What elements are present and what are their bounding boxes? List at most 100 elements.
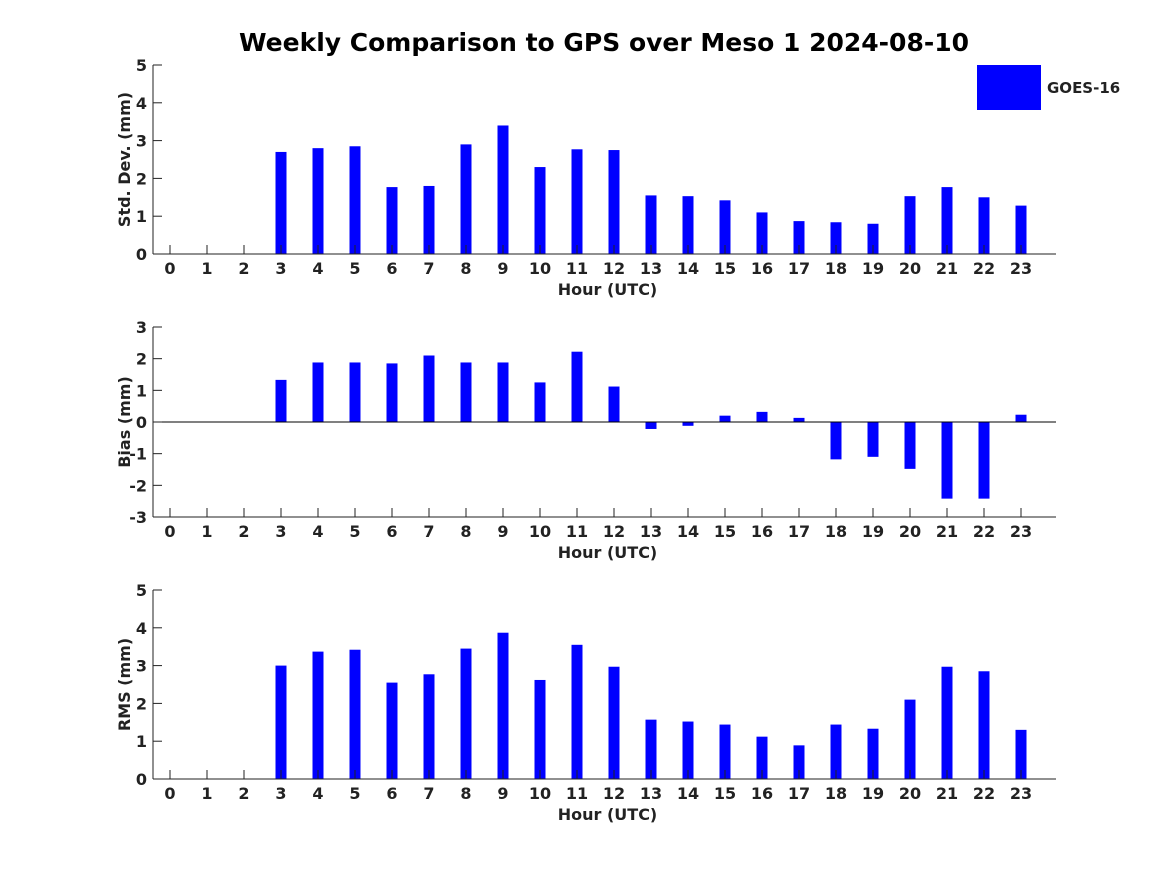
bar-rms-19 [867, 728, 879, 779]
x-tick-label: 0 [164, 259, 175, 278]
x-tick-label: 12 [603, 784, 625, 803]
bar-bias-8 [460, 362, 472, 422]
x-tick-label: 2 [238, 259, 249, 278]
bar-bias-11 [571, 351, 583, 422]
bar-rms-7 [423, 674, 435, 779]
bar-std-4 [312, 148, 324, 254]
x-tick-label: 2 [238, 784, 249, 803]
bar-rms-18 [830, 724, 842, 779]
bar-bias-7 [423, 355, 435, 422]
x-tick-label: 4 [312, 784, 323, 803]
x-tick-label: 8 [460, 522, 471, 541]
x-tick-label: 5 [349, 259, 360, 278]
bar-std-21 [941, 187, 953, 254]
bar-std-18 [830, 222, 842, 254]
bar-bias-10 [534, 382, 546, 422]
bar-rms-22 [978, 671, 990, 779]
y-axis-label: Bias (mm) [115, 376, 134, 468]
legend-label: GOES-16 [1047, 79, 1120, 97]
legend-swatch [977, 65, 1041, 110]
x-tick-label: 2 [238, 522, 249, 541]
y-tick-label: 4 [136, 619, 147, 638]
bar-bias-6 [386, 363, 398, 422]
x-tick-label: 11 [566, 522, 588, 541]
bar-rms-21 [941, 666, 953, 779]
bar-bias-5 [349, 362, 361, 422]
bar-std-12 [608, 150, 620, 254]
bar-std-3 [275, 151, 287, 254]
x-tick-label: 12 [603, 259, 625, 278]
x-tick-label: 15 [714, 259, 736, 278]
bar-bias-19 [867, 422, 879, 457]
x-tick-label: 21 [936, 784, 958, 803]
y-tick-label: 2 [136, 350, 147, 369]
bar-std-22 [978, 197, 990, 254]
x-tick-label: 6 [386, 259, 397, 278]
bar-std-13 [645, 195, 657, 254]
x-tick-label: 7 [423, 259, 434, 278]
bar-std-23 [1015, 205, 1027, 254]
x-tick-label: 14 [677, 522, 699, 541]
y-tick-label: 1 [136, 207, 147, 226]
x-axis-label: Hour (UTC) [558, 280, 658, 299]
bar-rms-16 [756, 736, 768, 779]
x-tick-label: 14 [677, 784, 699, 803]
bar-rms-15 [719, 724, 731, 779]
x-tick-label: 10 [529, 259, 551, 278]
bar-bias-21 [941, 422, 953, 499]
x-tick-label: 19 [862, 784, 884, 803]
bar-rms-6 [386, 682, 398, 779]
bar-rms-14 [682, 721, 694, 779]
bar-std-20 [904, 196, 916, 254]
x-tick-label: 20 [899, 259, 921, 278]
x-tick-label: 16 [751, 522, 773, 541]
x-tick-label: 19 [862, 522, 884, 541]
x-tick-label: 5 [349, 784, 360, 803]
bar-std-6 [386, 187, 398, 254]
x-tick-label: 15 [714, 784, 736, 803]
bar-std-10 [534, 167, 546, 254]
x-tick-label: 11 [566, 259, 588, 278]
bar-bias-20 [904, 422, 916, 469]
y-tick-label: 1 [136, 381, 147, 400]
x-tick-label: 18 [825, 784, 847, 803]
x-tick-label: 16 [751, 259, 773, 278]
bar-rms-13 [645, 719, 657, 779]
x-tick-label: 18 [825, 522, 847, 541]
x-tick-label: 5 [349, 522, 360, 541]
bar-bias-22 [978, 422, 990, 499]
y-tick-label: 5 [136, 581, 147, 600]
y-tick-label: 3 [136, 132, 147, 151]
bar-rms-20 [904, 699, 916, 779]
x-tick-label: 8 [460, 259, 471, 278]
y-axis-label: RMS (mm) [115, 638, 134, 731]
y-tick-label: 4 [136, 94, 147, 113]
y-tick-label: 1 [136, 732, 147, 751]
x-tick-label: 11 [566, 784, 588, 803]
bar-bias-3 [275, 379, 287, 422]
x-tick-label: 1 [201, 522, 212, 541]
bar-std-9 [497, 125, 509, 254]
x-tick-label: 23 [1010, 784, 1032, 803]
x-tick-label: 3 [275, 522, 286, 541]
x-tick-label: 3 [275, 784, 286, 803]
x-tick-label: 20 [899, 784, 921, 803]
x-tick-label: 9 [497, 522, 508, 541]
x-tick-label: 1 [201, 259, 212, 278]
x-tick-label: 22 [973, 522, 995, 541]
x-tick-label: 23 [1010, 522, 1032, 541]
bar-std-19 [867, 223, 879, 254]
bar-std-5 [349, 146, 361, 254]
bar-bias-16 [756, 411, 768, 422]
x-tick-label: 3 [275, 259, 286, 278]
bar-rms-5 [349, 649, 361, 779]
x-tick-label: 1 [201, 784, 212, 803]
bar-bias-17 [793, 417, 805, 422]
y-axis-label: Std. Dev. (mm) [115, 92, 134, 227]
x-tick-label: 4 [312, 522, 323, 541]
bar-std-11 [571, 149, 583, 254]
x-tick-label: 4 [312, 259, 323, 278]
